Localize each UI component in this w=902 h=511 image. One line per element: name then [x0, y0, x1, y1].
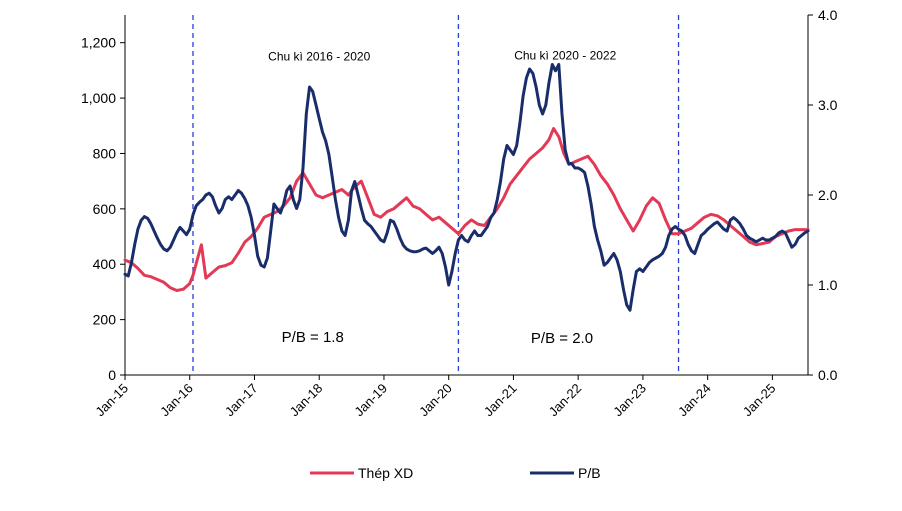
legend-label-pb: P/B	[578, 465, 601, 481]
pb-average-2016-2020: P/B = 1.8	[282, 329, 344, 346]
right-tick-label: 2.0	[818, 187, 838, 203]
series-line-pb	[123, 63, 810, 312]
cycle-label-2020-2022: Chu kì 2020 - 2022	[514, 48, 616, 62]
legend: Thép XD P/B	[310, 465, 601, 481]
left-tick-label: 200	[93, 312, 117, 328]
series-layer	[123, 63, 810, 312]
x-tick-label: Jan-20	[416, 381, 455, 420]
cycle-boundary-lines	[192, 15, 680, 375]
left-axis-ticks: 0 200 400 600 800 1,000 1,200	[81, 35, 125, 383]
right-tick-label: 1.0	[818, 277, 838, 293]
left-tick-label: 600	[93, 201, 117, 217]
x-tick-label: Jan-22	[546, 381, 585, 420]
left-tick-label: 1,200	[81, 35, 116, 51]
left-tick-label: 800	[93, 145, 117, 161]
x-tick-label: Jan-23	[610, 381, 649, 420]
x-axis-ticks: Jan-15 Jan-16 Jan-17 Jan-18 Jan-19 Jan-20 Jan-…	[92, 375, 779, 420]
x-tick-label: Jan-18	[287, 381, 326, 420]
right-axis-ticks: 0.0 1.0 2.0 3.0 4.0	[808, 7, 838, 383]
right-tick-label: 0.0	[818, 367, 838, 383]
x-tick-label: Jan-15	[92, 381, 131, 420]
pb-average-2020-2022: P/B = 2.0	[531, 330, 593, 347]
cycle-label-2016-2020: Chu kì 2016 - 2020	[268, 50, 370, 64]
left-tick-label: 0	[108, 367, 116, 383]
legend-label-thep-xd: Thép XD	[358, 465, 413, 481]
x-tick-label: Jan-17	[222, 381, 261, 420]
left-tick-label: 400	[93, 256, 117, 272]
annotations: Chu kì 2016 - 2020 Chu kì 2020 - 2022 P/B …	[268, 48, 616, 347]
right-tick-label: 3.0	[818, 97, 838, 113]
x-tick-label: Jan-25	[740, 381, 779, 420]
right-tick-label: 4.0	[818, 7, 838, 23]
x-tick-label: Jan-21	[481, 381, 520, 420]
left-tick-label: 1,000	[81, 90, 116, 106]
x-tick-label: Jan-19	[351, 381, 390, 420]
series-line-thep-xd	[123, 127, 810, 292]
x-tick-label: Jan-16	[157, 381, 196, 420]
x-tick-label: Jan-24	[675, 381, 714, 420]
